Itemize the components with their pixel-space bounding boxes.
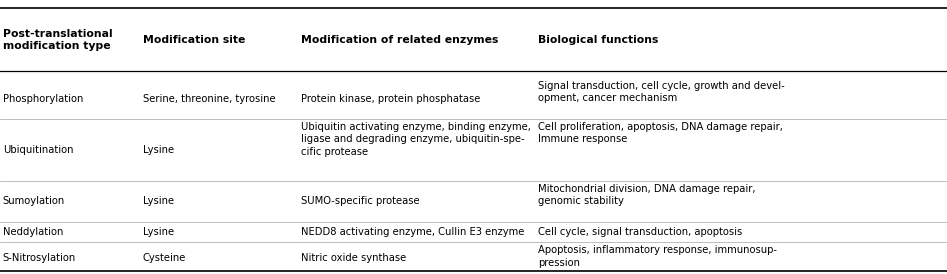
Text: Cell cycle, signal transduction, apoptosis: Cell cycle, signal transduction, apoptos… bbox=[538, 227, 742, 237]
Text: Nitric oxide synthase: Nitric oxide synthase bbox=[301, 253, 406, 263]
Text: Cysteine: Cysteine bbox=[143, 253, 187, 263]
Text: Sumoylation: Sumoylation bbox=[3, 196, 65, 206]
Text: Neddylation: Neddylation bbox=[3, 227, 63, 237]
Text: Signal transduction, cell cycle, growth and devel-
opment, cancer mechanism: Signal transduction, cell cycle, growth … bbox=[538, 81, 785, 103]
Text: Lysine: Lysine bbox=[143, 196, 174, 206]
Text: NEDD8 activating enzyme, Cullin E3 enzyme: NEDD8 activating enzyme, Cullin E3 enzym… bbox=[301, 227, 525, 237]
Text: Lysine: Lysine bbox=[143, 145, 174, 155]
Text: SUMO-specific protease: SUMO-specific protease bbox=[301, 196, 420, 206]
Text: Modification of related enzymes: Modification of related enzymes bbox=[301, 35, 498, 45]
Text: Biological functions: Biological functions bbox=[538, 35, 658, 45]
Text: Lysine: Lysine bbox=[143, 227, 174, 237]
Text: Protein kinase, protein phosphatase: Protein kinase, protein phosphatase bbox=[301, 94, 480, 104]
Text: Mitochondrial division, DNA damage repair,
genomic stability: Mitochondrial division, DNA damage repai… bbox=[538, 184, 756, 206]
Text: Ubiquitination: Ubiquitination bbox=[3, 145, 73, 155]
Text: Phosphorylation: Phosphorylation bbox=[3, 94, 83, 104]
Text: S-Nitrosylation: S-Nitrosylation bbox=[3, 253, 76, 263]
Text: Post-translational
modification type: Post-translational modification type bbox=[3, 28, 113, 51]
Text: Ubiquitin activating enzyme, binding enzyme,
ligase and degrading enzyme, ubiqui: Ubiquitin activating enzyme, binding enz… bbox=[301, 122, 531, 157]
Text: Apoptosis, inflammatory response, immunosup-
pression: Apoptosis, inflammatory response, immuno… bbox=[538, 245, 777, 268]
Text: Serine, threonine, tyrosine: Serine, threonine, tyrosine bbox=[143, 94, 276, 104]
Text: Modification site: Modification site bbox=[143, 35, 245, 45]
Text: Cell proliferation, apoptosis, DNA damage repair,
Immune response: Cell proliferation, apoptosis, DNA damag… bbox=[538, 122, 783, 144]
